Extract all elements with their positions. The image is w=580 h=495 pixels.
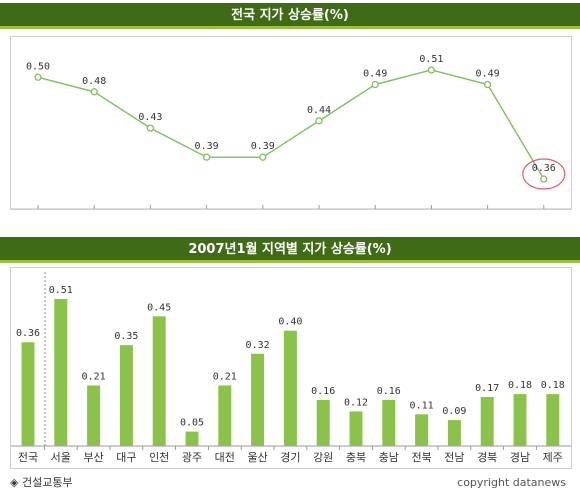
data-point <box>427 66 436 74</box>
category-label: 충남 <box>379 451 399 464</box>
highlight-circle <box>522 158 566 190</box>
bar-chart: 0.36 전국 0.51 서울 0.21 부산 0.35 대구 0.45 인천 0.05 광주 0.21… <box>11 272 571 464</box>
bar-value-label: 0.40 <box>278 317 302 328</box>
category-label: 전남 <box>444 451 464 464</box>
category-label: 서울 <box>51 451 71 464</box>
line-chart-title-bar: 전국 지가 상승률(%) <box>0 3 580 29</box>
data-point <box>34 73 42 81</box>
data-label: 0.49 <box>476 69 500 80</box>
data-point <box>90 88 98 96</box>
data-label: 0.44 <box>307 105 331 116</box>
line-chart-title: 전국 지가 상승률(%) <box>231 8 349 23</box>
category-label: 충북 <box>346 451 366 464</box>
bar <box>349 411 363 446</box>
bar <box>54 299 68 446</box>
data-point <box>483 80 492 89</box>
bar-value-label: 0.18 <box>541 380 565 391</box>
line-chart-panel: '06.05'06.07'06.09'06.11'07.010.500.480.… <box>10 36 572 226</box>
title-accent-strip <box>0 26 580 29</box>
bar <box>251 353 265 446</box>
bar <box>316 399 330 446</box>
data-label: 0.49 <box>363 69 387 80</box>
bar <box>546 394 560 446</box>
data-label: 0.51 <box>419 54 443 65</box>
bar <box>119 345 133 446</box>
bar-chart-title-bar: 2007년1월 지역별 지가 상승률(%) <box>0 237 580 263</box>
category-label: 대구 <box>116 451 136 464</box>
category-label: 인천 <box>149 450 169 464</box>
bar-value-label: 0.09 <box>442 406 466 417</box>
bar-chart-title: 2007년1월 지역별 지가 상승률(%) <box>188 242 392 257</box>
bar-value-label: 0.32 <box>246 340 270 351</box>
bar <box>21 342 35 446</box>
bar-value-label: 0.51 <box>49 285 73 296</box>
bar <box>415 414 429 446</box>
category-label: 대전 <box>215 451 235 464</box>
copyright-label: copyright datanews <box>457 476 566 489</box>
bar <box>513 394 527 446</box>
bar <box>152 316 166 446</box>
bar-value-label: 0.21 <box>82 371 106 382</box>
data-label: 0.48 <box>82 76 106 87</box>
category-label: 경기 <box>280 451 300 464</box>
data-label: 0.39 <box>195 141 219 152</box>
bar <box>480 397 494 446</box>
bar-value-label: 0.16 <box>311 386 335 397</box>
bar-value-label: 0.36 <box>16 328 40 339</box>
bar <box>218 385 232 446</box>
category-label: 경북 <box>477 451 497 464</box>
category-label: 경남 <box>510 451 530 464</box>
category-label: 제주 <box>543 451 563 464</box>
data-point <box>202 153 211 161</box>
bar-value-label: 0.16 <box>377 386 401 397</box>
category-label: 전국 <box>18 451 38 464</box>
data-label: 0.36 <box>532 163 556 174</box>
bar-value-label: 0.12 <box>344 397 368 408</box>
bar <box>447 420 461 446</box>
data-label: 0.39 <box>251 141 275 152</box>
bar-value-label: 0.35 <box>114 331 138 342</box>
data-point <box>146 124 155 132</box>
category-label: 울산 <box>247 451 267 464</box>
bar-value-label: 0.18 <box>508 380 532 391</box>
bar-chart-panel: 0.36 전국 0.51 서울 0.21 부산 0.35 대구 0.45 인천 0.05 광주 0.21… <box>10 267 572 469</box>
series-line <box>37 69 545 180</box>
data-label: 0.43 <box>138 112 162 123</box>
data-point <box>315 117 323 125</box>
bar-value-label: 0.21 <box>213 371 237 382</box>
bar <box>185 431 199 446</box>
data-label: 0.50 <box>26 61 50 72</box>
category-label: 광주 <box>182 451 202 464</box>
category-label: 강원 <box>313 451 333 464</box>
data-point <box>259 153 267 161</box>
category-label: 전북 <box>411 451 431 464</box>
bar-value-label: 0.05 <box>180 418 204 429</box>
source-label: ◈ 건설교통부 <box>10 476 73 489</box>
bar <box>283 330 297 446</box>
bar-value-label: 0.45 <box>147 302 171 313</box>
bar <box>382 399 396 446</box>
category-label: 부산 <box>83 451 103 464</box>
bar-value-label: 0.11 <box>410 400 434 411</box>
bar <box>87 385 101 446</box>
line-chart: '06.05'06.07'06.09'06.11'07.010.500.480.… <box>11 54 571 226</box>
bar-value-label: 0.17 <box>475 383 499 394</box>
data-point <box>371 80 379 89</box>
title-accent-strip <box>0 260 580 263</box>
data-point <box>540 175 548 183</box>
